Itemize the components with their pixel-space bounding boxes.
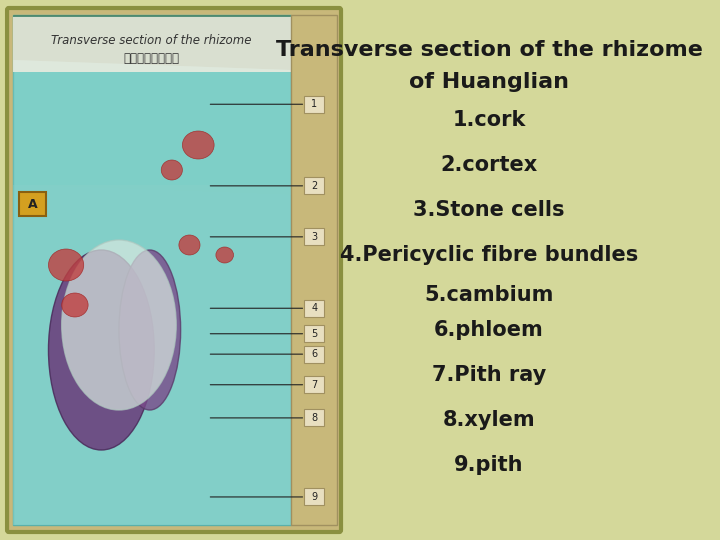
- Text: 1: 1: [311, 99, 318, 109]
- Ellipse shape: [161, 160, 182, 180]
- Text: 5.cambium: 5.cambium: [424, 285, 554, 305]
- Bar: [291, 15, 338, 525]
- FancyBboxPatch shape: [19, 192, 46, 216]
- FancyBboxPatch shape: [305, 325, 324, 342]
- Text: 3.Stone cells: 3.Stone cells: [413, 200, 564, 220]
- FancyBboxPatch shape: [305, 409, 324, 427]
- Ellipse shape: [182, 131, 214, 159]
- Text: 5: 5: [311, 329, 318, 339]
- Text: 9: 9: [311, 492, 318, 502]
- Polygon shape: [13, 15, 291, 70]
- Text: 7.Pith ray: 7.Pith ray: [432, 365, 546, 385]
- Text: of Huanglian: of Huanglian: [409, 72, 569, 92]
- Ellipse shape: [119, 250, 181, 410]
- FancyBboxPatch shape: [305, 489, 324, 505]
- Text: 3: 3: [311, 232, 318, 242]
- Bar: [13, 185, 291, 525]
- Text: Transverse section of the rhizome: Transverse section of the rhizome: [51, 33, 252, 46]
- Text: 1.cork: 1.cork: [452, 110, 526, 130]
- Text: 2: 2: [311, 181, 318, 191]
- Bar: [13, 15, 291, 525]
- Ellipse shape: [48, 250, 154, 450]
- Text: 6: 6: [311, 349, 318, 359]
- Text: 4.Pericyclic fibre bundles: 4.Pericyclic fibre bundles: [340, 245, 638, 265]
- Text: 2.cortex: 2.cortex: [441, 155, 538, 175]
- Text: A: A: [28, 198, 37, 211]
- FancyBboxPatch shape: [7, 8, 341, 532]
- Text: 6.phloem: 6.phloem: [434, 320, 544, 340]
- Ellipse shape: [216, 247, 233, 263]
- Text: 4: 4: [311, 303, 318, 313]
- FancyBboxPatch shape: [305, 96, 324, 113]
- Ellipse shape: [62, 240, 176, 410]
- Polygon shape: [13, 60, 291, 195]
- Ellipse shape: [48, 249, 84, 281]
- Text: Transverse section of the rhizome: Transverse section of the rhizome: [276, 40, 703, 60]
- FancyBboxPatch shape: [305, 376, 324, 393]
- Text: 根茎横切面组织图: 根茎横切面组织图: [124, 51, 179, 64]
- Text: 8.xylem: 8.xylem: [443, 410, 536, 430]
- FancyBboxPatch shape: [305, 300, 324, 317]
- FancyBboxPatch shape: [305, 346, 324, 363]
- Bar: [13, 17, 291, 72]
- FancyBboxPatch shape: [305, 177, 324, 194]
- Ellipse shape: [179, 235, 200, 255]
- Text: 7: 7: [311, 380, 318, 390]
- Text: 8: 8: [311, 413, 318, 423]
- Text: 9.pith: 9.pith: [454, 455, 523, 475]
- Ellipse shape: [62, 293, 88, 317]
- FancyBboxPatch shape: [305, 228, 324, 245]
